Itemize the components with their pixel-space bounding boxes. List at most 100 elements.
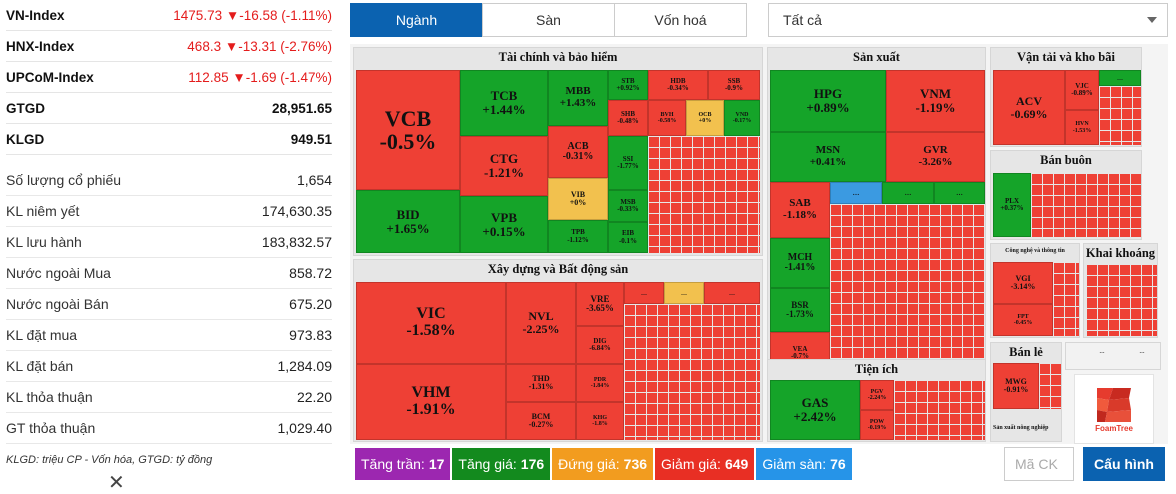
tile-mch[interactable]: MCH -1.41% [770,238,830,288]
sector-sanxuat[interactable]: Sản xuất HPG +0.89% VNM -1.19% MSN +0.41% G… [767,47,986,376]
sector-tienich[interactable]: Tiện ích GAS +2.42% PGV -2.24% POW -0.19% [767,359,986,442]
small-tiles-mosaic[interactable] [1086,264,1157,336]
tile-sab[interactable]: SAB -1.18% [770,182,830,238]
sector-misc[interactable]: ... ... [1065,342,1161,370]
tile-vnm[interactable]: VNM -1.19% [886,70,985,132]
tile-mwg[interactable]: MWG -0.91% [993,363,1039,409]
tile-change: -1.18% [783,209,817,221]
tile-bid[interactable]: BID +1.65% [356,190,460,253]
tile-more[interactable]: ... [664,282,704,304]
small-tiles-mosaic[interactable] [1031,173,1141,237]
legend-tang-tran[interactable]: Tăng trần: 17 [355,448,451,480]
tile-bcm[interactable]: BCM -0.27% [506,402,576,440]
tile-thd[interactable]: THD -1.31% [506,364,576,402]
tile-fpt[interactable]: FPT -0.45% [993,304,1053,336]
legend-tang-gia[interactable]: Tăng giá: 176 [452,448,551,480]
tile-vre[interactable]: VRE -3.65% [576,282,624,326]
tile-plx[interactable]: PLX +0.37% [993,173,1031,237]
tile-msb[interactable]: MSB -0.33% [608,190,648,222]
close-icon[interactable]: ✕ [108,472,125,494]
tile-mbb[interactable]: MBB +1.43% [548,70,608,126]
tile-pdr[interactable]: PDR -1.84% [576,364,624,402]
filter-select[interactable]: Tất cả [768,3,1168,37]
tile-msn[interactable]: MSN +0.41% [770,132,886,182]
stat-value: 1,029.40 [277,420,333,436]
tile-hdb[interactable]: HDB -0.34% [648,70,708,100]
index-row-hnx[interactable]: HNX-Index 468.3 ▼-13.31 (-2.76%) [6,31,332,62]
tile-more[interactable]: ... [1124,346,1160,358]
tile-vic[interactable]: VIC -1.58% [356,282,506,364]
small-tiles-mosaic[interactable] [1053,262,1079,336]
tile-more[interactable]: ... [624,282,664,304]
tile-bsr[interactable]: BSR -1.73% [770,288,830,332]
sector-banbuon[interactable]: Bán buôn PLX +0.37% [990,150,1142,240]
tile-vpb[interactable]: VPB +0.15% [460,196,548,253]
stock-code-input[interactable]: Mã CK [1004,447,1074,481]
sector-banle[interactable]: Bán lẻ MWG -0.91% Sản xuất nông nghiệp [990,342,1062,442]
tile-more[interactable]: ... [882,182,934,204]
tile-change: -1.73% [786,309,814,319]
tile-tcb[interactable]: TCB +1.44% [460,70,548,136]
tab-nganh[interactable]: Ngành [350,3,483,37]
tile-pow[interactable]: POW -0.19% [860,410,894,440]
tile-vhm[interactable]: VHM -1.91% [356,364,506,440]
tile-dig[interactable]: DIG -6.84% [576,326,624,364]
tile-nvl[interactable]: NVL -2.25% [506,282,576,364]
chevron-down-icon [1147,17,1157,23]
sector-taichinh[interactable]: Tài chính và bảo hiểm VCB -0.5% BID +1.65%… [353,47,763,256]
tile-more[interactable]: ... [1084,346,1120,358]
tile-stb[interactable]: STB +0.92% [608,70,648,100]
small-tiles-mosaic[interactable] [1099,86,1141,145]
small-tiles-mosaic[interactable] [1039,363,1061,409]
tile-vgi[interactable]: VGI -3.14% [993,262,1053,304]
index-row-upcom[interactable]: UPCoM-Index 112.85 ▼-1.69 (-1.47%) [6,62,332,93]
tile-hvn[interactable]: HVN -1.53% [1065,110,1099,145]
small-tiles-mosaic[interactable] [894,380,985,440]
tile-pgv[interactable]: PGV -2.24% [860,380,894,410]
foamtree-heatmap[interactable]: Tài chính và bảo hiểm VCB -0.5% BID +1.65%… [350,44,1168,444]
config-button[interactable]: Cấu hình [1083,447,1165,481]
tile-gas[interactable]: GAS +2.42% [770,380,860,440]
tab-san[interactable]: Sàn [482,3,615,37]
tab-von-hoa[interactable]: Vốn hoá [614,3,747,37]
tile-hpg[interactable]: HPG +0.89% [770,70,886,132]
stat-label: KL niêm yết [6,203,80,219]
tile-acb[interactable]: ACB -0.31% [548,126,608,178]
tile-more[interactable]: ... [704,282,760,304]
tile-vnd[interactable]: VND -0.17% [724,100,760,136]
sector-congnghe[interactable]: Công nghệ và thông tin VGI -3.14% FPT -0.4… [990,243,1080,338]
tile-shb[interactable]: SHB -0.48% [608,100,648,136]
stat-value: 174,630.35 [261,203,332,219]
small-tiles-mosaic[interactable] [624,304,760,440]
small-tiles-mosaic[interactable] [830,204,985,374]
tile-vib[interactable]: VIB +0% [548,178,608,220]
tile-eib[interactable]: EIB -0.1% [608,222,648,253]
tile-gvr[interactable]: GVR -3.26% [886,132,985,182]
market-summary-panel: VN-Index 1475.73 ▼-16.58 (-1.11%) HNX-Ind… [0,0,338,494]
tile-more[interactable]: ... [934,182,985,204]
sector-khaikhoang[interactable]: Khai khoáng [1083,243,1158,338]
tile-vjc[interactable]: VJC -0.89% [1065,70,1099,110]
tile-ctg[interactable]: CTG -1.21% [460,136,548,196]
tile-khg[interactable]: KHG -1.8% [576,402,624,440]
sector-vantai[interactable]: Vận tải và kho bãi ACV -0.69% VJC -0.89% H… [990,47,1142,147]
tile-change: +1.44% [482,102,526,117]
legend-giam-gia[interactable]: Giảm giá: 649 [655,448,755,480]
tile-ssb[interactable]: SSB -0.9% [708,70,760,100]
small-tiles-mosaic[interactable] [648,136,760,253]
tile-ocb[interactable]: OCB +0% [686,100,724,136]
tile-bvh[interactable]: BVH -0.58% [648,100,686,136]
tile-change: -1.53% [1072,127,1092,134]
legend-giam-san[interactable]: Giảm sàn: 76 [756,448,852,480]
index-row-vn[interactable]: VN-Index 1475.73 ▼-16.58 (-1.11%) [6,0,332,31]
tile-more[interactable]: ... [830,182,882,204]
legend-dung-gia[interactable]: Đứng giá: 736 [552,448,654,480]
tile-more[interactable]: ... [1099,70,1141,86]
legend-count: 76 [830,456,846,472]
sector-xaydung[interactable]: Xây dựng và Bất động sản VIC -1.58% VHM -1… [353,259,763,442]
tile-change: -0.9% [724,84,744,92]
tile-ssi[interactable]: SSI -1.77% [608,136,648,190]
tile-tpb[interactable]: TPB -1.12% [548,220,608,253]
tile-vcb[interactable]: VCB -0.5% [356,70,460,190]
tile-acv[interactable]: ACV -0.69% [993,70,1065,145]
